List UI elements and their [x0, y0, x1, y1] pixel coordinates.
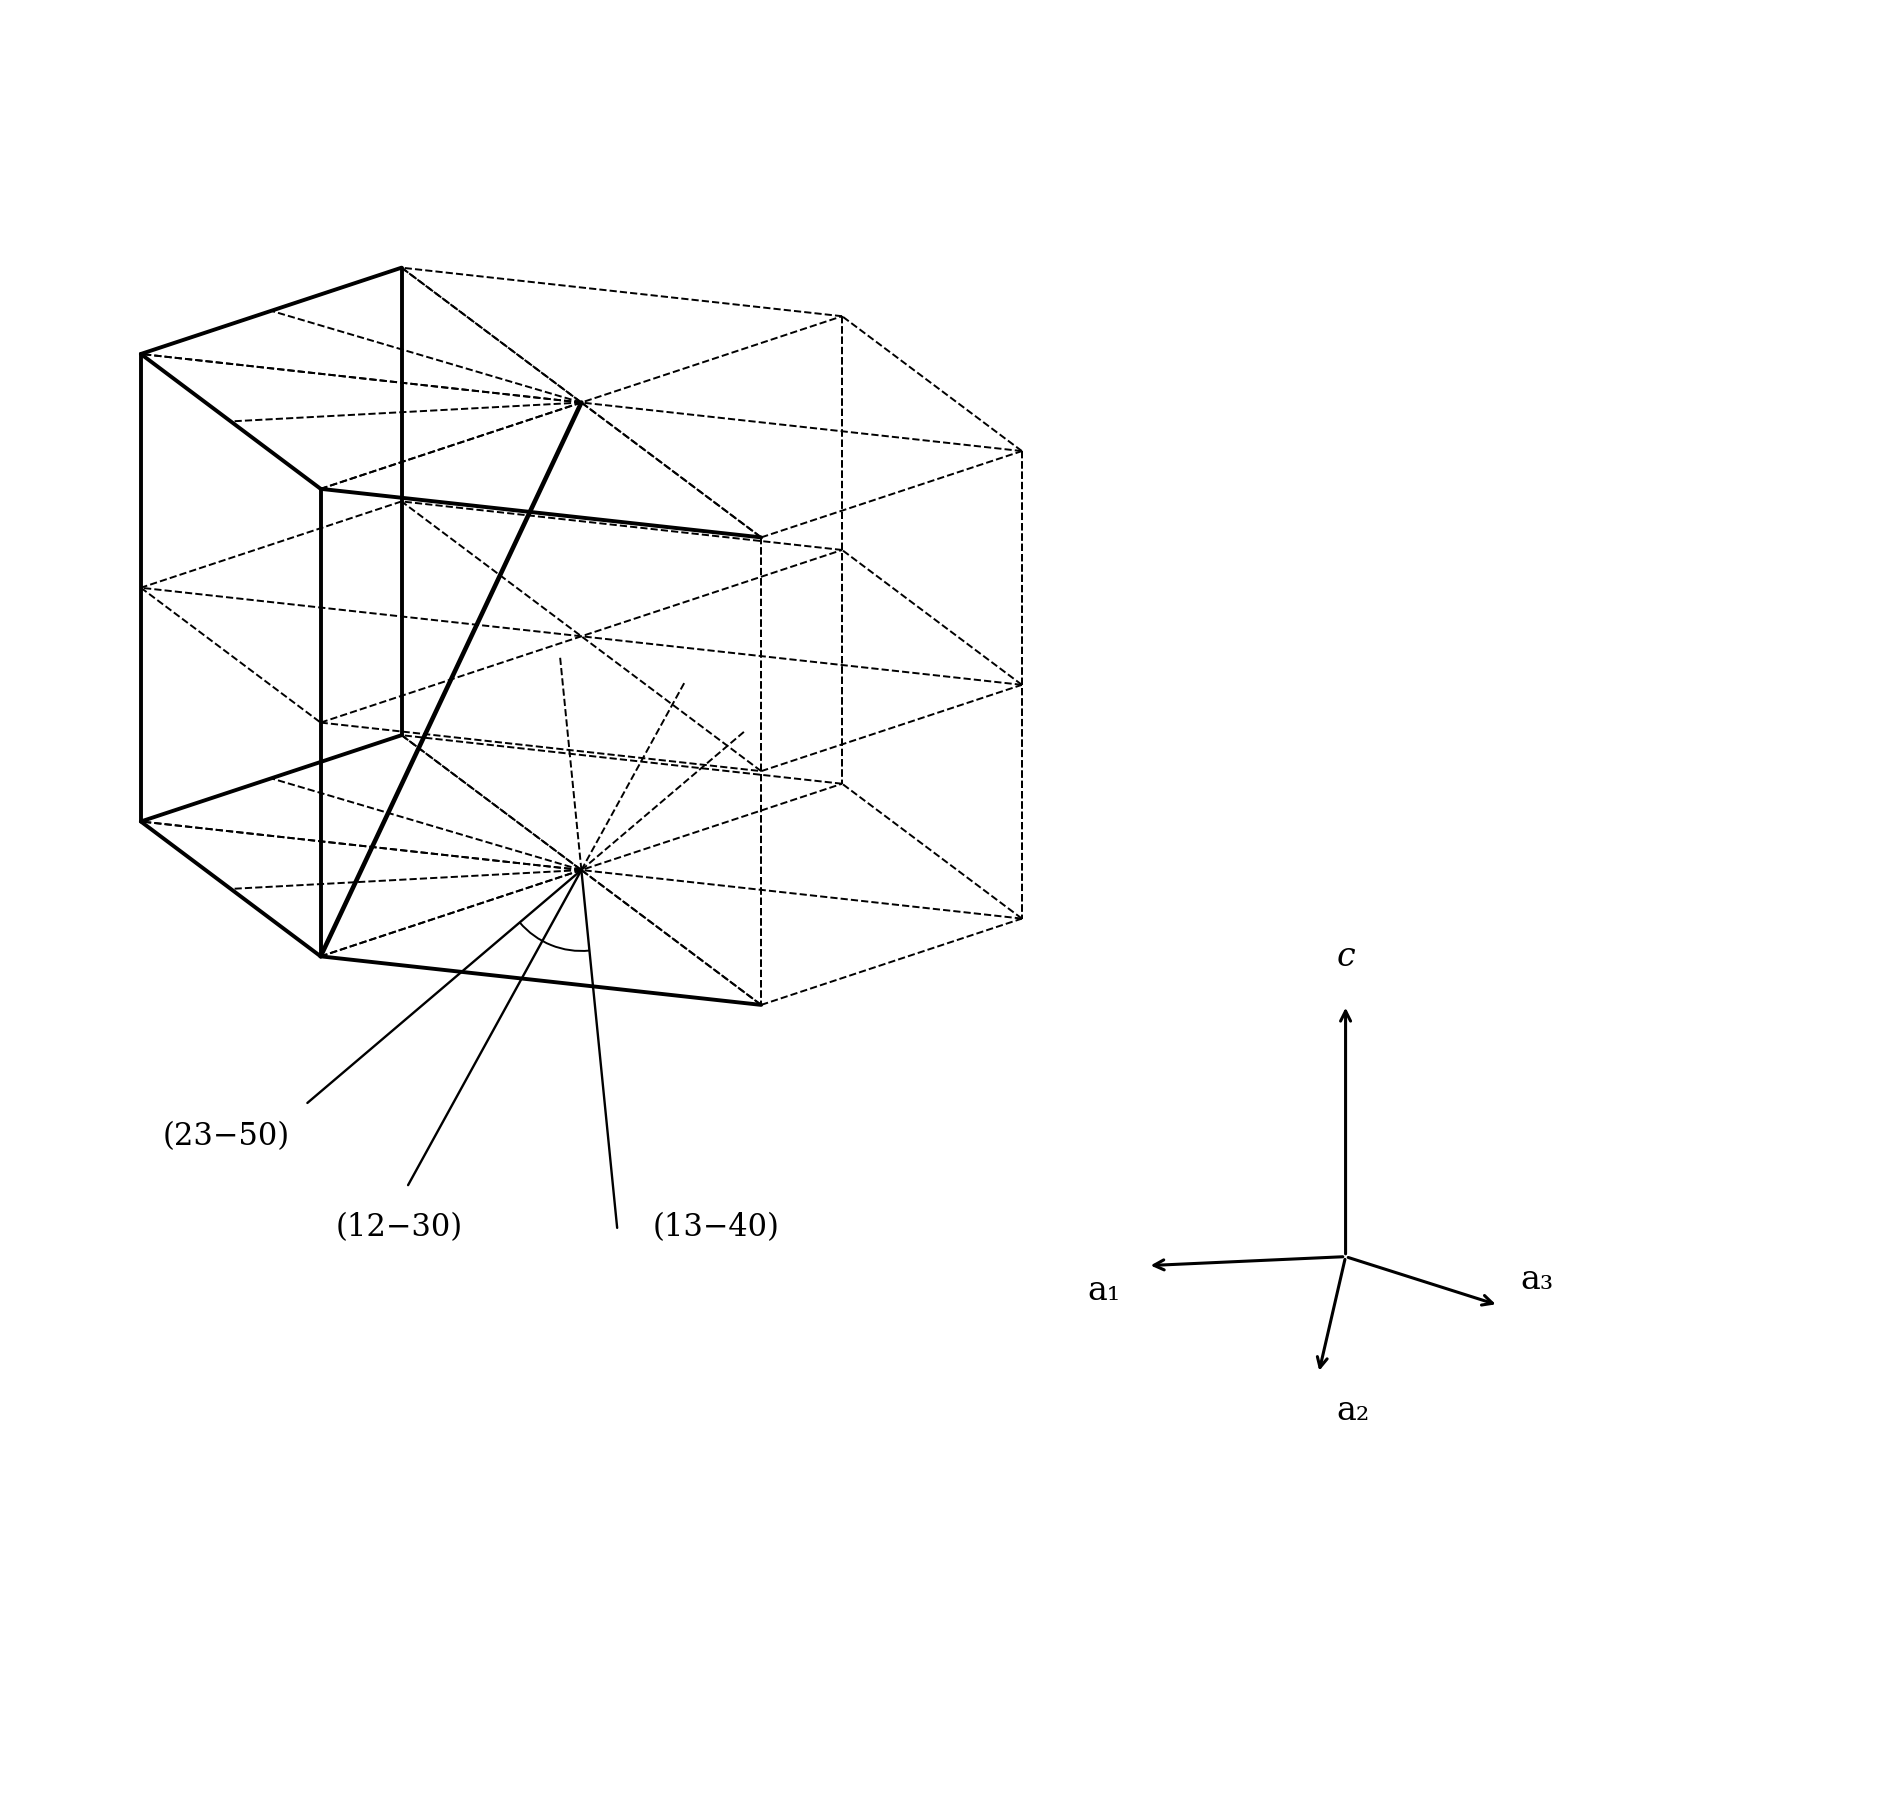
- Text: a₁: a₁: [1088, 1274, 1122, 1306]
- Text: (12−30): (12−30): [335, 1212, 463, 1243]
- Text: (23−50): (23−50): [162, 1122, 290, 1152]
- Text: a₃: a₃: [1521, 1265, 1553, 1296]
- Text: c: c: [1336, 940, 1355, 973]
- Text: (13−40): (13−40): [653, 1212, 779, 1243]
- Text: a₂: a₂: [1336, 1395, 1370, 1428]
